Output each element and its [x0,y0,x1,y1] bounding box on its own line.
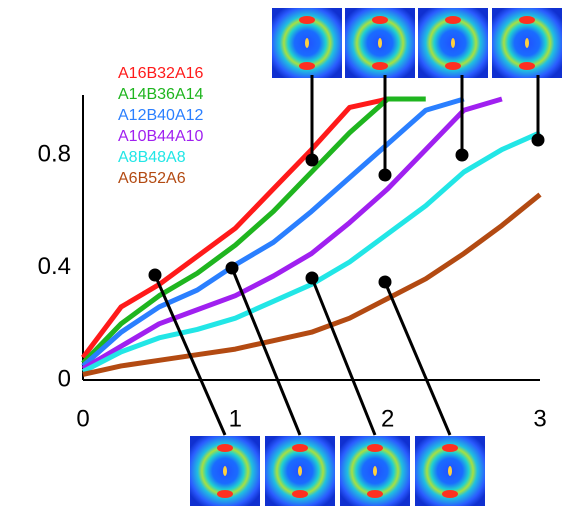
inset-center [373,466,377,476]
x-tick-label: 3 [533,405,546,432]
inset-center [451,38,455,48]
insets [190,8,562,506]
inset-spot [372,62,388,70]
legend-entry: A8B48A8 [118,149,186,166]
y-tick-label: 0.4 [38,253,71,280]
legend-entry: A10B44A10 [118,128,204,145]
inset-spot [217,490,233,498]
x-tick-label: 0 [76,405,89,432]
x-tick-label: 1 [229,405,242,432]
inset-spot [445,62,461,70]
inset-center [305,38,309,48]
inset-center [223,466,227,476]
inset-spot [372,16,388,24]
inset-spot [217,444,233,452]
line-series [81,96,426,365]
callouts [148,75,545,436]
legend-entry: A16B32A16 [118,65,204,82]
inset-spot [519,16,535,24]
inset-spot [292,490,308,498]
inset-spot [442,444,458,452]
inset-center [448,466,452,476]
plot: 0 0.4 0.8 0 1 2 3 A16B32A16 A14B36A14 A12B40A12 A1… [38,65,547,432]
legend-entry: A14B36A14 [118,86,204,103]
inset-spot [292,444,308,452]
y-tick-label: 0.8 [38,141,71,168]
legend-entry: A12B40A12 [118,107,204,124]
y-tick-label: 0 [58,365,71,392]
line-series [81,96,465,368]
inset-spot [367,490,383,498]
inset-spot [442,490,458,498]
inset-center [298,466,302,476]
inset-spot [299,62,315,70]
legend-entry: A6B52A6 [118,170,186,187]
inset-center [378,38,382,48]
inset-spot [519,62,535,70]
inset-spot [299,16,315,24]
line-series [81,96,503,371]
inset-spot [367,444,383,452]
inset-center [525,38,529,48]
x-tick-label: 2 [381,405,394,432]
inset-spot [445,16,461,24]
line-series [82,192,542,377]
line-series [81,96,389,360]
